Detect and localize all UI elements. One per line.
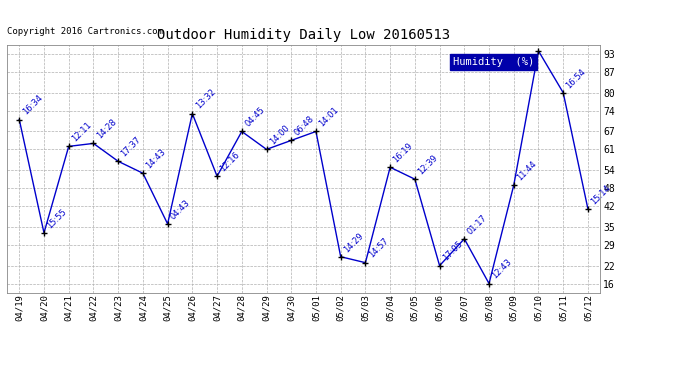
Title: Outdoor Humidity Daily Low 20160513: Outdoor Humidity Daily Low 20160513 (157, 28, 450, 42)
Text: 17:05: 17:05 (441, 240, 464, 263)
Text: 15:14: 15:14 (589, 183, 613, 206)
Text: Copyright 2016 Cartronics.com: Copyright 2016 Cartronics.com (7, 27, 163, 36)
Text: 16:19: 16:19 (391, 141, 415, 165)
Text: Humidity  (%): Humidity (%) (453, 57, 534, 68)
Text: 16:34: 16:34 (21, 93, 44, 117)
Text: 12:16: 12:16 (219, 150, 241, 173)
Text: 14:28: 14:28 (95, 117, 118, 141)
Text: 17:37: 17:37 (119, 135, 143, 159)
Text: 04:45: 04:45 (243, 105, 266, 129)
Text: 11:44: 11:44 (515, 159, 538, 182)
Text: 14:01: 14:01 (317, 105, 340, 129)
Text: 14:57: 14:57 (367, 237, 390, 260)
Text: 01:17: 01:17 (466, 213, 489, 236)
Text: 16:54: 16:54 (564, 67, 588, 90)
Text: 14:29: 14:29 (342, 231, 365, 254)
Text: 14:43: 14:43 (144, 147, 168, 171)
Text: 12:11: 12:11 (70, 120, 93, 144)
Text: 06:48: 06:48 (293, 114, 316, 138)
Text: 14:00: 14:00 (268, 123, 291, 147)
Text: 04:43: 04:43 (169, 198, 193, 221)
Text: 13:32: 13:32 (194, 87, 217, 111)
Text: 12:43: 12:43 (491, 258, 513, 281)
Text: 15:55: 15:55 (46, 207, 68, 230)
Text: 12:39: 12:39 (416, 153, 440, 176)
